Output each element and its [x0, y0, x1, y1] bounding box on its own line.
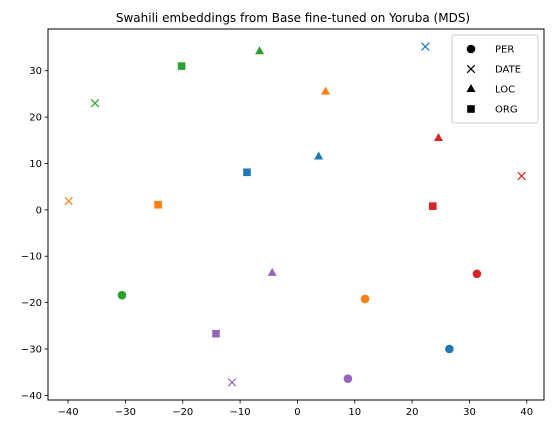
y-tick-label: −20 — [21, 298, 42, 309]
plot-area — [47, 28, 545, 401]
axis-ticks: −40 −30 −20 −10 0 10 20 30 40 −40 −30 −20 −10 0 10 20 30 — [21, 66, 533, 418]
x-tick-label: 20 — [406, 407, 419, 418]
legend: PER DATE LOC ORG — [451, 34, 539, 124]
data-point-triangle — [433, 132, 443, 141]
y-tick-label: −40 — [21, 391, 42, 402]
y-tick-label: 0 — [36, 205, 42, 216]
chart-title: Swahili embeddings from Base fine-tuned … — [116, 11, 470, 25]
x-tick-label: −30 — [115, 407, 136, 418]
data-point-square — [243, 168, 251, 177]
x-tick-label: 0 — [294, 407, 300, 418]
x-tick-label: −10 — [230, 407, 251, 418]
legend-label: ORG — [495, 105, 518, 116]
legend-marker-x — [466, 64, 476, 74]
y-tick-label: 30 — [29, 66, 42, 77]
data-point-x — [227, 378, 237, 387]
data-point-x — [64, 196, 73, 206]
x-tick-label: 10 — [348, 407, 361, 418]
data-point-square — [212, 329, 220, 338]
data-point-circle — [472, 269, 482, 279]
data-point-square — [154, 200, 162, 209]
x-tick-label: 30 — [463, 407, 476, 418]
legend-marker-square — [467, 105, 475, 113]
data-point-square — [177, 62, 186, 70]
data-point-circle — [117, 290, 127, 300]
data-point-circle — [445, 344, 454, 354]
data-points — [64, 42, 526, 387]
data-point-x — [90, 98, 100, 108]
legend-label: PER — [495, 45, 514, 56]
y-tick-label: 20 — [29, 113, 42, 124]
y-tick-label: 10 — [29, 159, 42, 170]
legend-box — [451, 34, 539, 124]
data-point-x — [517, 171, 526, 181]
x-tick-label: −40 — [58, 407, 79, 418]
data-point-circle — [343, 374, 353, 383]
data-point-triangle — [267, 267, 277, 276]
data-point-circle — [360, 294, 370, 304]
data-point-triangle — [321, 86, 331, 95]
data-point-square — [428, 202, 437, 210]
y-tick-label: −30 — [21, 344, 42, 355]
legend-marker-circle — [466, 44, 476, 54]
data-point-triangle — [255, 46, 265, 55]
x-tick-label: 40 — [520, 407, 533, 418]
legend-label: DATE — [495, 65, 521, 76]
y-tick-label: −10 — [21, 252, 42, 263]
legend-marker-triangle — [466, 84, 476, 92]
data-point-triangle — [314, 151, 324, 160]
legend-label: LOC — [495, 85, 515, 96]
x-tick-label: −20 — [172, 407, 193, 418]
data-point-x — [421, 42, 430, 51]
